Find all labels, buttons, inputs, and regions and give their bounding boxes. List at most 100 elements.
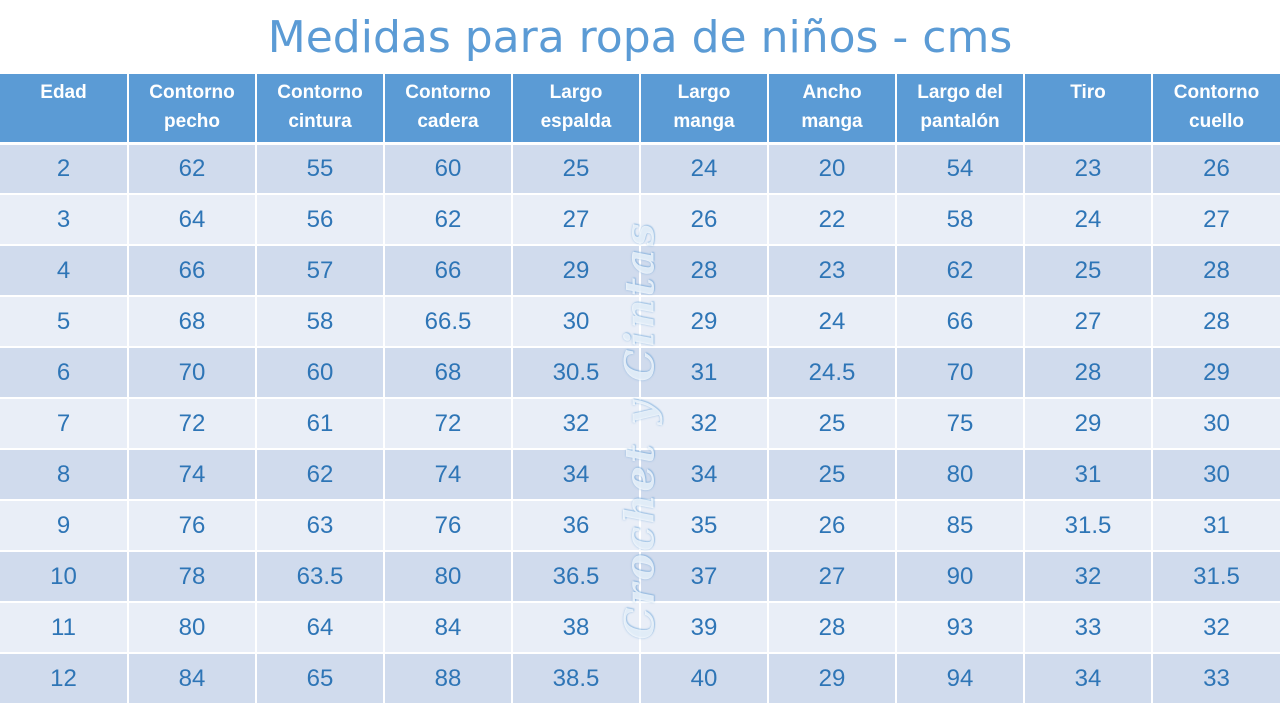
column-header: Contorno cintura (256, 74, 385, 145)
measurement-cell: 57 (256, 245, 385, 297)
column-header: Contorno cadera (384, 74, 513, 145)
measurement-cell: 70 (128, 347, 257, 399)
measurement-cell: 24.5 (768, 347, 897, 399)
measurement-cell: 58 (256, 296, 385, 348)
measurement-cell: 29 (768, 653, 897, 705)
age-cell: 7 (0, 398, 129, 450)
measurement-cell: 60 (384, 143, 513, 195)
measurement-cell: 24 (768, 296, 897, 348)
measurement-cell: 63.5 (256, 551, 385, 603)
table-row: 5 68 58 66.5 30 29 24 66 27 28 (0, 296, 1280, 348)
measurement-cell: 61 (256, 398, 385, 450)
measurement-cell: 84 (384, 602, 513, 654)
measurement-cell: 74 (384, 449, 513, 501)
age-cell: 6 (0, 347, 129, 399)
measurement-cell: 60 (256, 347, 385, 399)
age-cell: 2 (0, 143, 129, 195)
measurement-cell: 26 (640, 194, 769, 246)
measurement-cell: 25 (1024, 245, 1153, 297)
measurement-cell: 65 (256, 653, 385, 705)
age-cell: 10 (0, 551, 129, 603)
measurement-cell: 36.5 (512, 551, 641, 603)
measurement-cell: 31 (1024, 449, 1153, 501)
measurement-cell: 31.5 (1152, 551, 1280, 603)
age-cell: 4 (0, 245, 129, 297)
measurement-cell: 55 (256, 143, 385, 195)
measurement-cell: 66 (128, 245, 257, 297)
measurement-cell: 29 (1152, 347, 1280, 399)
measurement-cell: 31.5 (1024, 500, 1153, 552)
measurement-cell: 29 (1024, 398, 1153, 450)
measurement-cell: 75 (896, 398, 1025, 450)
measurement-cell: 23 (1024, 143, 1153, 195)
measurement-cell: 68 (128, 296, 257, 348)
measurement-cell: 32 (1024, 551, 1153, 603)
table-body: 2 62 55 60 25 24 20 54 23 26 3 64 56 62 27 26 22 58 24 27 4 6… (0, 143, 1280, 705)
table-row: 10 78 63.5 80 36.5 37 27 90 32 31.5 (0, 551, 1280, 603)
table-row: 6 70 60 68 30.5 31 24.5 70 28 29 (0, 347, 1280, 399)
measurement-cell: 23 (768, 245, 897, 297)
table-row: 7 72 61 72 32 32 25 75 29 30 (0, 398, 1280, 450)
measurement-cell: 34 (512, 449, 641, 501)
measurement-cell: 63 (256, 500, 385, 552)
measurement-cell: 24 (640, 143, 769, 195)
measurement-cell: 33 (1152, 653, 1280, 705)
table-row: 3 64 56 62 27 26 22 58 24 27 (0, 194, 1280, 246)
column-header: Largo espalda (512, 74, 641, 145)
table-row: 2 62 55 60 25 24 20 54 23 26 (0, 143, 1280, 195)
measurement-cell: 24 (1024, 194, 1153, 246)
measurement-cell: 27 (1152, 194, 1280, 246)
measurement-cell: 36 (512, 500, 641, 552)
table-row: 8 74 62 74 34 34 25 80 31 30 (0, 449, 1280, 501)
measurement-cell: 25 (512, 143, 641, 195)
measurement-cell: 58 (896, 194, 1025, 246)
measurement-cell: 62 (128, 143, 257, 195)
measurement-cell: 90 (896, 551, 1025, 603)
measurement-cell: 74 (128, 449, 257, 501)
measurement-cell: 28 (1152, 296, 1280, 348)
measurement-cell: 28 (1152, 245, 1280, 297)
measurement-cell: 39 (640, 602, 769, 654)
table-row: 11 80 64 84 38 39 28 93 33 32 (0, 602, 1280, 654)
measurement-cell: 20 (768, 143, 897, 195)
measurement-cell: 35 (640, 500, 769, 552)
column-header: Largo manga (640, 74, 769, 145)
age-cell: 5 (0, 296, 129, 348)
measurement-cell: 37 (640, 551, 769, 603)
column-header: Contorno cuello (1152, 74, 1280, 145)
column-header: Tiro (1024, 74, 1153, 145)
measurement-cell: 80 (128, 602, 257, 654)
age-cell: 9 (0, 500, 129, 552)
measurement-cell: 40 (640, 653, 769, 705)
column-header: Edad (0, 74, 129, 145)
measurement-cell: 28 (1024, 347, 1153, 399)
measurement-cell: 29 (640, 296, 769, 348)
measurement-cell: 28 (640, 245, 769, 297)
measurement-cell: 62 (896, 245, 1025, 297)
measurement-cell: 54 (896, 143, 1025, 195)
age-cell: 12 (0, 653, 129, 705)
measurement-cell: 66.5 (384, 296, 513, 348)
table-row: 4 66 57 66 29 28 23 62 25 28 (0, 245, 1280, 297)
measurement-cell: 88 (384, 653, 513, 705)
measurements-table: Edad Contorno pecho Contorno cintura Contor… (0, 74, 1280, 705)
measurement-cell: 66 (896, 296, 1025, 348)
measurement-cell: 22 (768, 194, 897, 246)
measurement-cell: 70 (896, 347, 1025, 399)
measurement-cell: 30.5 (512, 347, 641, 399)
measurement-cell: 30 (512, 296, 641, 348)
age-cell: 11 (0, 602, 129, 654)
measurement-cell: 25 (768, 449, 897, 501)
table-row: 9 76 63 76 36 35 26 85 31.5 31 (0, 500, 1280, 552)
measurement-cell: 25 (768, 398, 897, 450)
measurement-cell: 31 (1152, 500, 1280, 552)
measurement-cell: 94 (896, 653, 1025, 705)
measurement-cell: 27 (512, 194, 641, 246)
measurement-cell: 72 (384, 398, 513, 450)
measurement-cell: 26 (768, 500, 897, 552)
measurement-cell: 33 (1024, 602, 1153, 654)
measurement-cell: 27 (1024, 296, 1153, 348)
measurement-cell: 62 (384, 194, 513, 246)
measurement-cell: 32 (512, 398, 641, 450)
measurement-cell: 28 (768, 602, 897, 654)
